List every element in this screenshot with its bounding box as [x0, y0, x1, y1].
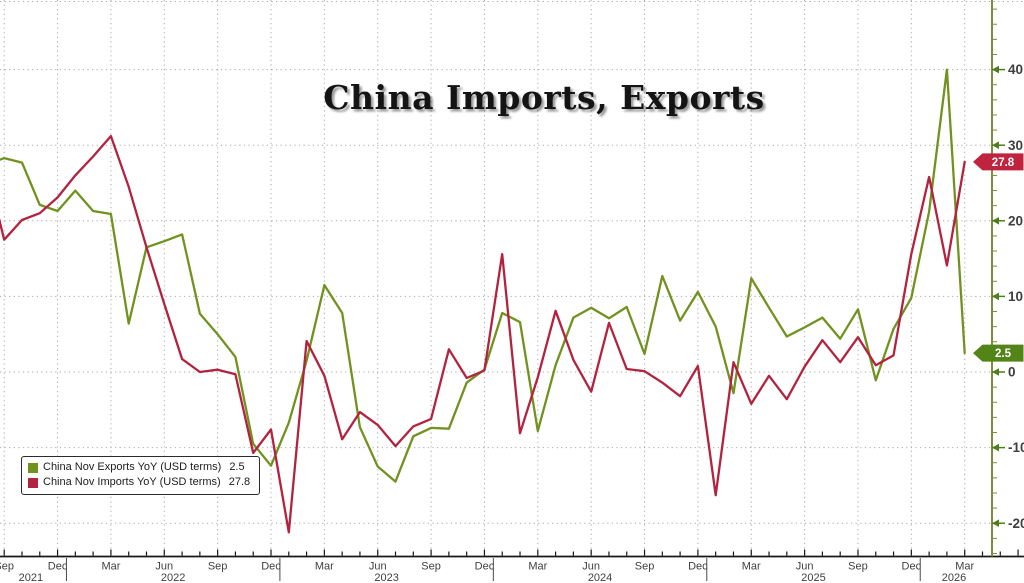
x-axis-tick-label: Sep	[208, 561, 228, 573]
x-axis-tick-label: Jun	[796, 561, 814, 573]
exports-last-value-badge: 2.5	[973, 344, 1024, 362]
svg-text:27.8: 27.8	[992, 157, 1015, 169]
legend-swatch-icon	[28, 462, 38, 473]
x-axis-year-label: 2022	[161, 572, 185, 583]
x-axis: Sep Dec Mar Jun Sep Dec Mar Jun Sep Dec Mar Jun Sep D…	[0, 549, 1024, 583]
gridlines	[0, 0, 1024, 556]
legend-value: 2.5	[229, 461, 245, 473]
legend-value: 27.8	[228, 476, 251, 488]
x-axis-tick-label: Sep	[635, 561, 655, 573]
x-axis-tick-label: Mar	[742, 561, 761, 573]
x-axis-year-label: 2021	[19, 572, 43, 583]
exports-line	[0, 68, 966, 483]
legend-swatch-icon	[28, 477, 38, 488]
x-axis-tick-label: Sep	[0, 561, 14, 573]
x-axis-tick-label: Jun	[369, 561, 387, 573]
x-axis-tick-label: Mar	[315, 561, 334, 573]
x-axis-tick-label: Dec	[48, 561, 68, 573]
legend-label: China Nov Exports YoY (USD terms)	[43, 461, 222, 473]
x-axis-tick-label: Mar	[101, 561, 120, 573]
y-axis-tick-label: -20	[1008, 516, 1024, 531]
y-axis-tick-label: 40	[1008, 62, 1023, 77]
legend-item-imports[interactable]: China Nov Imports YoY (USD terms) 27.8	[28, 475, 250, 490]
y-axis-tick-label: -10	[1008, 440, 1024, 455]
svg-text:2.5: 2.5	[995, 348, 1012, 360]
x-axis-tick-label: Dec	[688, 561, 708, 573]
x-axis-year-label: 2024	[588, 572, 612, 583]
x-axis-year-label: 2023	[374, 572, 398, 583]
x-axis-tick-label: Mar	[528, 561, 547, 573]
y-axis: 40 30 20 10 0 -10 -20	[991, 0, 1024, 557]
x-axis-tick-label: Sep	[848, 561, 868, 573]
x-axis-tick-label: Mar	[955, 561, 974, 573]
x-axis-year-label: 2026	[942, 572, 966, 583]
x-axis-year-label: 2025	[801, 572, 825, 583]
imports-last-value-badge: 27.8	[973, 153, 1024, 171]
x-axis-tick-label: Jun	[582, 561, 600, 573]
legend-item-exports[interactable]: China Nov Exports YoY (USD terms) 2.5	[28, 460, 250, 475]
y-axis-tick-label: 0	[1008, 365, 1016, 380]
y-axis-tick-label: 30	[1008, 138, 1023, 153]
x-axis-tick-label: Dec	[475, 561, 495, 573]
y-axis-tick-label: 10	[1008, 289, 1023, 304]
x-axis-tick-label: Jun	[155, 561, 173, 573]
x-axis-tick-label: Dec	[261, 561, 281, 573]
chart-title: China Imports, Exports	[323, 78, 765, 117]
y-axis-tick-label: 20	[1008, 213, 1023, 228]
legend-box: China Nov Exports YoY (USD terms) 2.5 Chin…	[21, 456, 261, 495]
x-axis-tick-label: Dec	[902, 561, 922, 573]
x-axis-tick-label: Sep	[421, 561, 441, 573]
imports-line	[0, 134, 966, 534]
legend-label: China Nov Imports YoY (USD terms)	[43, 476, 221, 488]
